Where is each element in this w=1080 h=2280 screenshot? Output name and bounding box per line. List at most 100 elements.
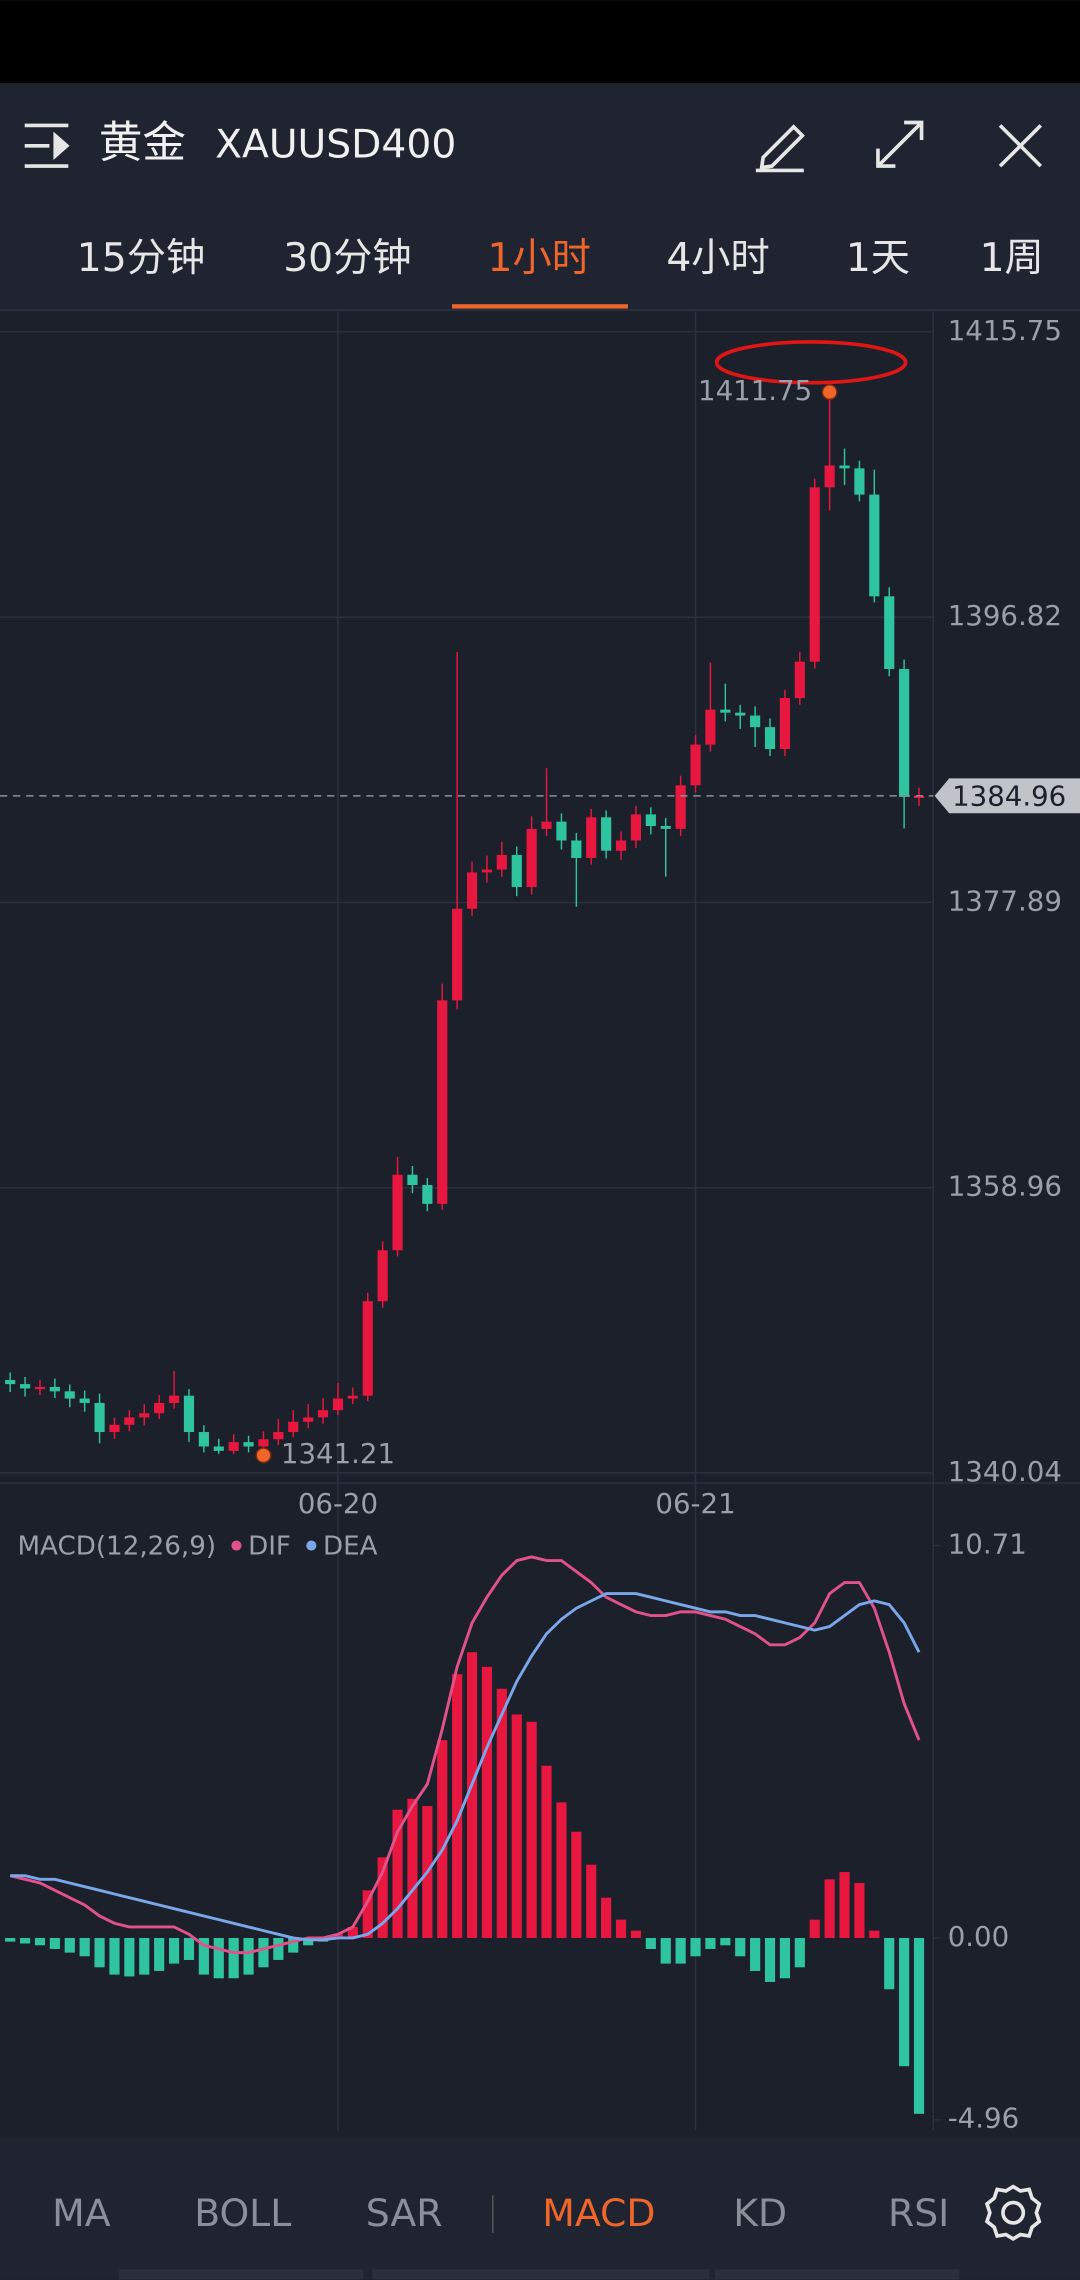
close-icon[interactable] (998, 124, 1043, 168)
histogram-bar (571, 1831, 582, 1938)
indicator-tab[interactable]: MACD (542, 2191, 655, 2235)
histogram-bar (735, 1937, 746, 1957)
candle-body (913, 795, 925, 799)
candle-body (377, 1250, 388, 1302)
tab[interactable]: 30分钟 (283, 236, 411, 281)
indicator-group: MA BOLL SAR MACD KD RSI (52, 2191, 949, 2235)
settings-icon[interactable] (984, 2184, 1042, 2242)
x-tick-label: 06-21 (655, 1487, 735, 1520)
indicator-tab[interactable]: RSI (888, 2191, 949, 2235)
y-tick-label: -4.96 (948, 2102, 1019, 2135)
tab[interactable]: 15分钟 (77, 236, 205, 281)
candle-body (750, 715, 761, 728)
histogram-bar (392, 1809, 403, 1938)
histogram-bar (526, 1721, 537, 1938)
candle-body (884, 596, 895, 669)
high-label: 1411.75 (698, 374, 812, 407)
candle-body (422, 1185, 433, 1204)
legend-label: DEA (323, 1531, 378, 1561)
histogram-bar (675, 1937, 686, 1964)
legend-dot (231, 1540, 242, 1551)
histogram-bar (362, 1890, 373, 1938)
histogram-bar (19, 1937, 31, 1944)
histogram-bar (273, 1937, 284, 1960)
histogram-bar (198, 1937, 209, 1975)
candle-body (183, 1395, 195, 1433)
histogram-bar (377, 1857, 388, 1938)
edit-icon[interactable] (755, 124, 805, 173)
candle-body (392, 1174, 403, 1251)
candle-body (541, 821, 552, 829)
indicator-tab[interactable]: BOLL (194, 2191, 291, 2235)
histogram-bar (452, 1674, 463, 1938)
fullscreen-icon[interactable] (876, 120, 924, 168)
candle-body (19, 1384, 31, 1389)
current-price-label: 1384.96 (952, 779, 1066, 812)
candle-body (615, 840, 627, 851)
histogram-bar (854, 1883, 865, 1938)
histogram-bar (496, 1688, 507, 1938)
histogram-bar (228, 1937, 239, 1979)
macd-line (10, 1592, 921, 1942)
candle-body (94, 1402, 105, 1433)
candle-body (630, 814, 642, 841)
histogram-bar (660, 1937, 671, 1964)
histogram-bar (466, 1652, 478, 1938)
indicator-tab[interactable]: MA (52, 2191, 111, 2235)
y-tick-label: 1415.75 (948, 314, 1062, 347)
candle-body (645, 814, 656, 827)
candle-body (139, 1413, 150, 1418)
title: 黄金 (99, 119, 186, 169)
current-price-tag (934, 778, 1080, 814)
tab[interactable]: 1周 (980, 236, 1044, 281)
tab[interactable]: 1小时 (488, 236, 591, 281)
candle-body (407, 1174, 418, 1186)
candle-body (332, 1398, 344, 1411)
histogram-bar (347, 1926, 358, 1938)
candle-body (764, 727, 776, 749)
candle-body (273, 1432, 284, 1440)
candle-body (481, 869, 493, 873)
histogram-bar (869, 1930, 880, 1938)
low-label: 1341.21 (281, 1437, 395, 1470)
candle-body (496, 854, 507, 870)
histogram-bar (124, 1937, 135, 1977)
histogram-bar (764, 1937, 776, 1982)
histogram-bar (809, 1919, 820, 1938)
candle-body (213, 1446, 224, 1451)
histogram-bar (824, 1879, 835, 1938)
indicator-tab[interactable]: SAR (366, 2191, 443, 2235)
candle-body (49, 1386, 60, 1392)
candle-body (660, 826, 671, 829)
candle-body (839, 465, 850, 469)
histogram-bar (720, 1937, 731, 1946)
histogram-bar (34, 1937, 46, 1946)
histogram-bar (139, 1937, 150, 1975)
candle-body (794, 661, 805, 699)
candle-body (288, 1421, 299, 1433)
candle-body (154, 1402, 165, 1414)
symbol: XAUUSD400 (215, 123, 456, 168)
y-tick-label: 1358.96 (948, 1170, 1062, 1203)
tab[interactable]: 1天 (846, 236, 910, 281)
y-tick-label: 1396.82 (948, 599, 1062, 632)
histogram-bar (794, 1937, 805, 1968)
candle-body (735, 712, 746, 716)
candle-body (526, 828, 537, 888)
candle-body (452, 908, 463, 1001)
macd-line (9, 1555, 921, 1955)
tab[interactable]: 4小时 (666, 236, 769, 281)
histogram-bar (5, 1937, 16, 1942)
histogram-bar (168, 1937, 180, 1964)
macd-title: MACD(12,26,9) (17, 1531, 216, 1561)
candle-body (809, 487, 820, 662)
menu-icon[interactable] (24, 123, 70, 168)
histogram-bar (49, 1937, 60, 1949)
candle-body (869, 494, 880, 597)
candle-body (571, 840, 582, 858)
candle-body (198, 1432, 209, 1447)
candle-body (437, 1000, 448, 1204)
status-bar (0, 0, 1080, 84)
histogram-bar (779, 1937, 791, 1979)
indicator-tab[interactable]: KD (733, 2191, 787, 2235)
